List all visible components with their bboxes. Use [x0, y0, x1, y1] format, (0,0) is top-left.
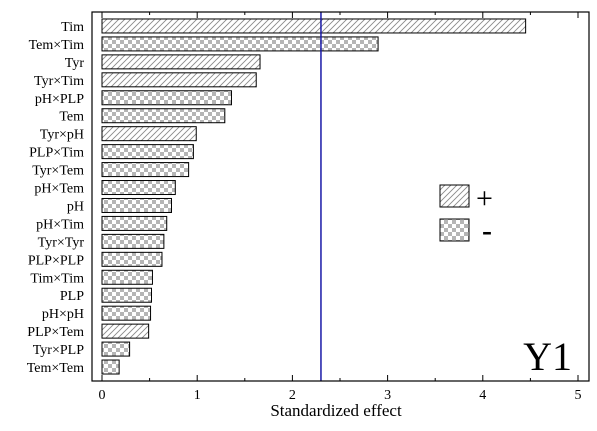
category-label: pH×Tim	[36, 217, 84, 232]
category-label: pH×Tem	[34, 182, 84, 197]
x-tick-label: 3	[384, 388, 391, 403]
category-label: Tim×Tim	[30, 271, 84, 286]
category-label: Tyr×Tem	[32, 164, 84, 179]
x-axis-ticks: 0 1 2 3 4 5	[99, 12, 582, 403]
bar-4	[101, 90, 232, 106]
legend-symbol-minus: -	[482, 214, 492, 247]
bar-9	[101, 180, 176, 196]
bar-5	[101, 108, 226, 124]
legend: + -	[439, 182, 493, 247]
bar-13	[101, 251, 163, 267]
category-label: Tem×Tem	[27, 361, 84, 376]
category-label: Tyr×Tim	[34, 74, 84, 89]
category-label: Tem×Tim	[29, 38, 85, 53]
bar-10	[101, 197, 172, 213]
x-tick-label: 0	[99, 388, 106, 403]
x-tick-label: 4	[479, 388, 486, 403]
category-label: Tim	[61, 20, 84, 35]
bar-14	[101, 269, 153, 285]
category-label: PLP	[60, 289, 84, 304]
bar-12	[101, 233, 165, 249]
legend-swatch-checkered	[439, 218, 470, 242]
bar-1	[101, 36, 379, 52]
bar-18	[101, 341, 131, 357]
category-label: pH×pH	[42, 307, 84, 322]
category-label: Tem	[59, 110, 84, 125]
category-label: pH	[67, 199, 84, 214]
bar-19	[101, 359, 120, 375]
bar-11	[101, 215, 168, 231]
category-label: PLP×Tem	[27, 325, 84, 340]
category-label: PLP×PLP	[28, 253, 84, 268]
bar-16	[101, 305, 152, 321]
category-label: Tyr×pH	[40, 128, 84, 143]
bar-3	[101, 72, 257, 88]
category-label: PLP×Tim	[29, 146, 84, 161]
x-axis-title: Standardized effect	[270, 401, 402, 420]
bar-0	[101, 18, 527, 34]
bar-2	[101, 54, 261, 70]
bar-7	[101, 144, 194, 160]
x-tick-label: 2	[289, 388, 296, 403]
x-tick-label: 5	[575, 388, 582, 403]
bar-17	[101, 323, 150, 339]
bar-6	[101, 126, 197, 142]
x-tick-label: 1	[194, 388, 201, 403]
category-label: Tyr×PLP	[33, 343, 84, 358]
panel-label: Y1	[523, 334, 572, 379]
category-labels: Tim Tem×Tim Tyr Tyr×Tim pH×PLP Tem Tyr×pH PLP×T…	[27, 20, 85, 376]
legend-swatch-hatched	[439, 184, 470, 208]
legend-symbol-plus: +	[476, 182, 493, 215]
bar-15	[101, 287, 153, 303]
category-label: Tyr	[65, 56, 85, 71]
plot-frame	[91, 11, 590, 382]
category-label: pH×PLP	[35, 92, 84, 107]
bar-8	[101, 162, 190, 178]
category-label: Tyr×Tyr	[38, 235, 85, 250]
bars-group	[101, 18, 527, 375]
